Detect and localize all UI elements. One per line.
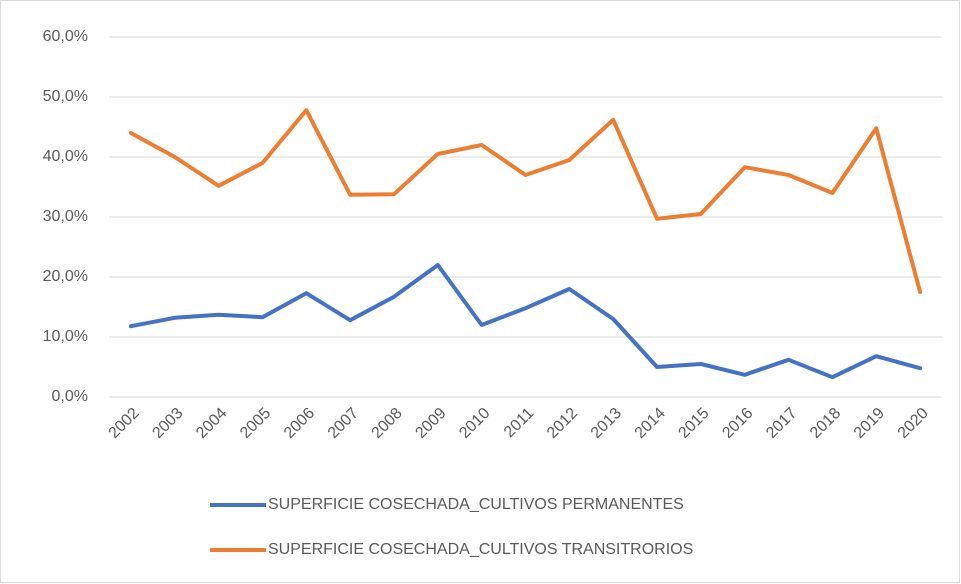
legend-label: SUPERFICIE COSECHADA_CULTIVOS PERMANENTE… — [268, 496, 684, 513]
y-tick-label: 20,0% — [43, 268, 88, 285]
series-line — [128, 263, 923, 380]
legend-label: SUPERFICIE COSECHADA_CULTIVOS TRANSITROR… — [268, 541, 693, 558]
series-line — [128, 108, 923, 294]
y-tick-label: 50,0% — [43, 88, 88, 105]
y-tick-label: 10,0% — [43, 328, 88, 345]
y-tick-label: 30,0% — [43, 208, 88, 225]
y-tick-label: 40,0% — [43, 148, 88, 165]
y-tick-label: 60,0% — [43, 28, 88, 45]
y-tick-label: 0,0% — [52, 388, 88, 405]
